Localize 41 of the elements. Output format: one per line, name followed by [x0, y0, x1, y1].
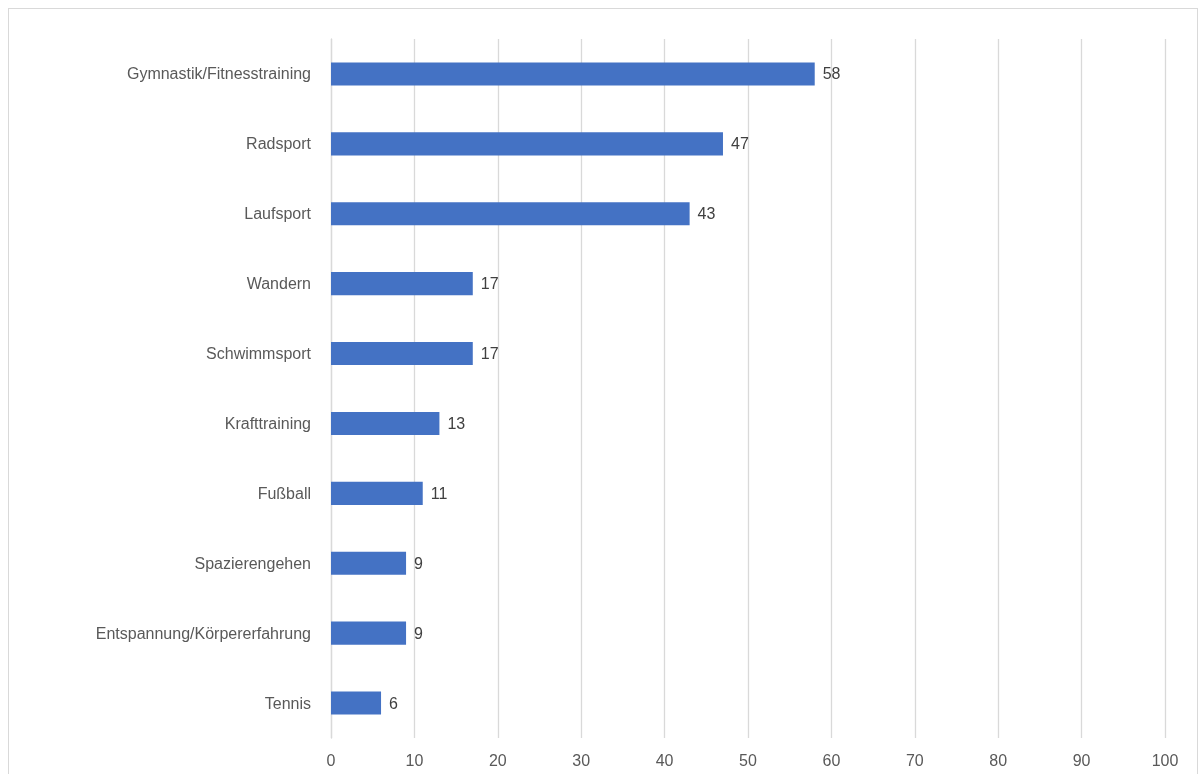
bar: [331, 551, 407, 575]
data-label: 17: [480, 275, 499, 293]
data-label: 47: [730, 135, 749, 153]
bar: [331, 691, 382, 715]
x-tick-label: 10: [405, 751, 424, 769]
y-tick-label: Schwimmsport: [206, 345, 312, 363]
bar: [331, 342, 473, 366]
bar: [331, 481, 423, 505]
y-tick-label: Spazierengehen: [194, 554, 311, 572]
bar: [331, 62, 815, 86]
data-label: 6: [389, 694, 399, 712]
bar: [331, 621, 407, 645]
y-tick-label: Krafttraining: [224, 414, 311, 432]
y-tick-label: Laufsport: [244, 205, 312, 223]
data-label: 9: [414, 554, 424, 572]
x-tick-label: 70: [905, 751, 924, 769]
data-label: 17: [480, 345, 499, 363]
y-tick-label: Wandern: [246, 275, 311, 293]
bar: [331, 132, 723, 156]
data-label: 58: [822, 65, 841, 83]
x-tick-label: 50: [739, 751, 757, 769]
bar: [331, 272, 473, 296]
data-label: 43: [697, 205, 716, 223]
x-tick-label: 80: [989, 751, 1008, 769]
y-tick-label: Tennis: [264, 694, 311, 712]
data-label: 13: [447, 414, 466, 432]
x-tick-label: 40: [655, 751, 674, 769]
x-tick-label: 0: [326, 751, 336, 769]
x-tick-label: 20: [488, 751, 507, 769]
x-tick-label: 30: [572, 751, 591, 769]
bar: [331, 411, 440, 435]
x-tick-label: 90: [1072, 751, 1091, 769]
y-tick-label: Radsport: [246, 135, 312, 153]
y-tick-label: Entspannung/Körpererfahrung: [95, 624, 311, 642]
x-tick-label: 100: [1151, 751, 1179, 769]
bar: [331, 202, 690, 226]
y-tick-label: Gymnastik/Fitnesstraining: [126, 65, 311, 83]
data-label: 11: [430, 484, 448, 502]
data-label: 9: [414, 624, 424, 642]
y-tick-label: Fußball: [257, 484, 311, 502]
x-tick-label: 60: [822, 751, 841, 769]
